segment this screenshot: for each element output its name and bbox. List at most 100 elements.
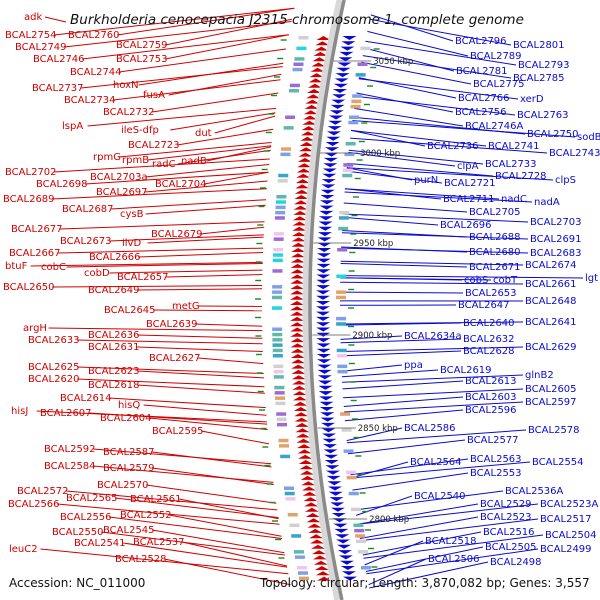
feature-block [273, 369, 284, 374]
forward-gene-arrow [290, 301, 305, 305]
gene-label-right: BCAL2516 [483, 527, 535, 538]
leader-line-left [200, 226, 265, 235]
leader-line-left [214, 115, 276, 134]
forward-gene-arrow [290, 332, 305, 337]
adk-label: adk [24, 12, 42, 23]
forward-gene-arrow [295, 422, 310, 427]
feature-block [350, 507, 361, 512]
reverse-gene-arrow [331, 513, 346, 517]
gene-label-left: BCAL2620 [28, 374, 80, 385]
leader-line-right [341, 364, 403, 372]
leader-line-left [152, 529, 285, 554]
leader-line-left [82, 34, 289, 60]
feature-block [345, 470, 356, 475]
forward-gene-arrow [308, 528, 323, 533]
leader-line-right [340, 321, 524, 325]
leader-line-right [364, 540, 424, 566]
leader-line-right [361, 61, 472, 85]
reverse-gene-arrow [319, 401, 334, 406]
gene-label-right: BCAL2756 [455, 107, 507, 118]
forward-gene-arrow [311, 550, 326, 555]
reverse-gene-arrow [318, 226, 333, 231]
gene-label-right: ppa [404, 360, 423, 371]
feature-block [337, 369, 348, 374]
leader-line-left [77, 339, 263, 345]
reverse-gene-arrow [339, 51, 354, 56]
gene-label-right: BCAL2596 [465, 405, 517, 416]
leader-line-right [363, 534, 544, 559]
reverse-gene-arrow [326, 136, 341, 141]
chromosome-backbone [302, 0, 346, 600]
leader-line-right [340, 263, 468, 268]
leader-line-left [145, 164, 270, 178]
gene-label-right: BCAL2523A [540, 499, 599, 510]
forward-gene-arrow [298, 460, 313, 464]
leader-line-right [342, 216, 439, 226]
gene-label-left: BCAL2649 [88, 285, 140, 296]
gene-label-right: BCAL2554 [532, 457, 584, 468]
feature-block [273, 232, 284, 236]
leader-line-left [109, 516, 282, 539]
feature-block [348, 120, 359, 125]
gene-label-left: BCAL2689 [3, 194, 55, 205]
leader-line-right [355, 495, 413, 516]
forward-gene-arrow [293, 210, 308, 215]
leader-line-right [366, 548, 539, 575]
gene-label-left: BCAL2566 [8, 499, 60, 510]
leader-line-right [340, 275, 584, 279]
map-title: Burkholderia cenocepacia J2315 chromosom… [70, 12, 524, 28]
leader-line-right [355, 490, 504, 511]
reverse-gene-arrow [317, 359, 332, 364]
leader-line-right [341, 232, 529, 240]
gene-label-right: BCAL2564 [410, 457, 462, 468]
forward-gene-arrow [316, 576, 331, 581]
reverse-gene-arrow [316, 354, 331, 358]
feature-block [280, 454, 291, 459]
gene-label-right: BCAL2688 [469, 232, 521, 243]
feature-block [294, 555, 305, 559]
feature-block [336, 322, 347, 326]
forward-gene-arrow [290, 295, 305, 300]
gene-label-left: BCAL2572 [17, 486, 69, 497]
gene-label-left: BCAL2592 [44, 444, 96, 455]
feature-block [275, 205, 286, 210]
feature-block [283, 486, 294, 490]
feature-block [272, 338, 283, 342]
feature-block [272, 332, 283, 337]
forward-gene-arrow [305, 99, 320, 104]
feature-block [289, 523, 300, 528]
leader-line-right [355, 95, 516, 116]
gene-label-left: BCAL2697 [96, 187, 148, 198]
feature-block [275, 210, 286, 215]
gene-label-right: BCAL2505 [485, 542, 537, 553]
reverse-gene-arrow [316, 311, 331, 316]
gene-label-right: BCAL2517 [540, 514, 592, 525]
gene-label-right: BCAL2629 [525, 342, 577, 353]
feature-block [272, 295, 283, 300]
backbone-shadow [302, 0, 344, 600]
forward-gene-arrow [301, 126, 316, 131]
leader-line-left [77, 366, 264, 374]
leader-line-left [165, 34, 289, 60]
leader-line-left [152, 451, 272, 468]
forward-gene-arrow [311, 62, 326, 67]
feature-block [272, 343, 283, 347]
feature-block [336, 316, 347, 321]
reverse-gene-arrow [317, 375, 332, 380]
forward-gene-arrow [312, 555, 327, 560]
feature-block [298, 36, 309, 40]
reverse-gene-arrow [337, 62, 352, 67]
reverse-gene-arrow [316, 322, 331, 327]
reverse-gene-arrow [326, 475, 341, 480]
reverse-gene-arrow [327, 486, 342, 491]
reverse-gene-arrow [316, 263, 331, 268]
forward-gene-arrow [291, 369, 306, 374]
feature-block [294, 57, 305, 61]
reverse-gene-arrow [333, 89, 348, 93]
feature-block [287, 513, 298, 517]
forward-gene-arrow [302, 120, 317, 125]
gene-label-right: BCAL2529 [480, 499, 532, 510]
gene-label-left: BCAL2673 [60, 236, 112, 247]
forward-gene-arrow [303, 115, 318, 120]
